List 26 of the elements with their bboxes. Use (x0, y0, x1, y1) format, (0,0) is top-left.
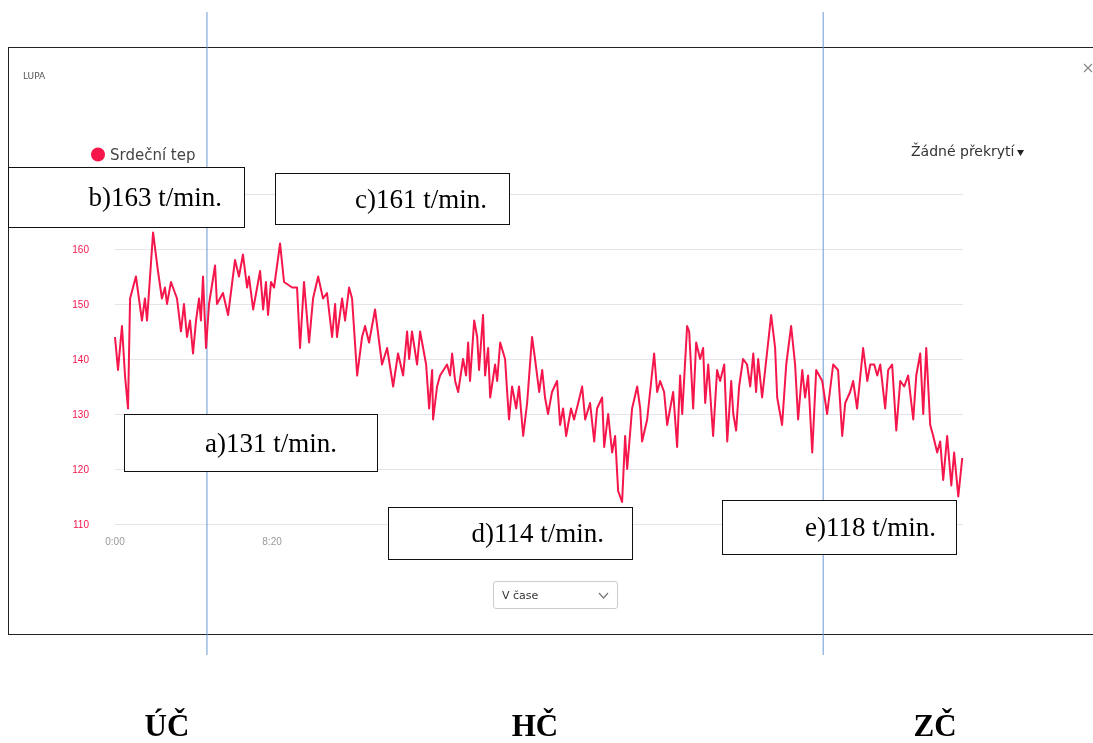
annotation: c)161 t/min. (355, 183, 487, 215)
annotation: a)131 t/min. (205, 427, 337, 459)
x-tick-label: 0:00 (105, 535, 126, 547)
callout-box: d)114 t/min. (388, 507, 633, 560)
text: ZČ (913, 708, 957, 743)
text: LUPA (23, 70, 46, 81)
legend-label: Srdeční tep (110, 145, 196, 164)
y-tick-label: 160 (72, 243, 90, 255)
callout-box: e)118 t/min. (722, 500, 957, 555)
y-tick-label: 130 (72, 408, 90, 420)
text: V čase (502, 589, 539, 602)
text: HČ (511, 708, 559, 743)
annotation: b)163 t/min. (88, 182, 222, 213)
y-tick-label: 110 (73, 518, 90, 530)
callout-box: a)131 t/min. (124, 414, 378, 472)
text: Žádné překrytí (911, 143, 1015, 159)
x-tick-label: 8:20 (262, 535, 283, 547)
y-tick-label: 120 (72, 463, 90, 475)
y-tick-label: 140 (72, 353, 90, 365)
line-series (114, 231, 964, 503)
y-tick-label: 150 (72, 298, 90, 310)
callout-box: b)163 t/min. (8, 167, 245, 228)
text: ÚČ (144, 708, 190, 743)
annotation: e)118 t/min. (805, 512, 936, 543)
annotation: d)114 t/min. (471, 518, 604, 549)
callout-box: c)161 t/min. (275, 173, 510, 225)
